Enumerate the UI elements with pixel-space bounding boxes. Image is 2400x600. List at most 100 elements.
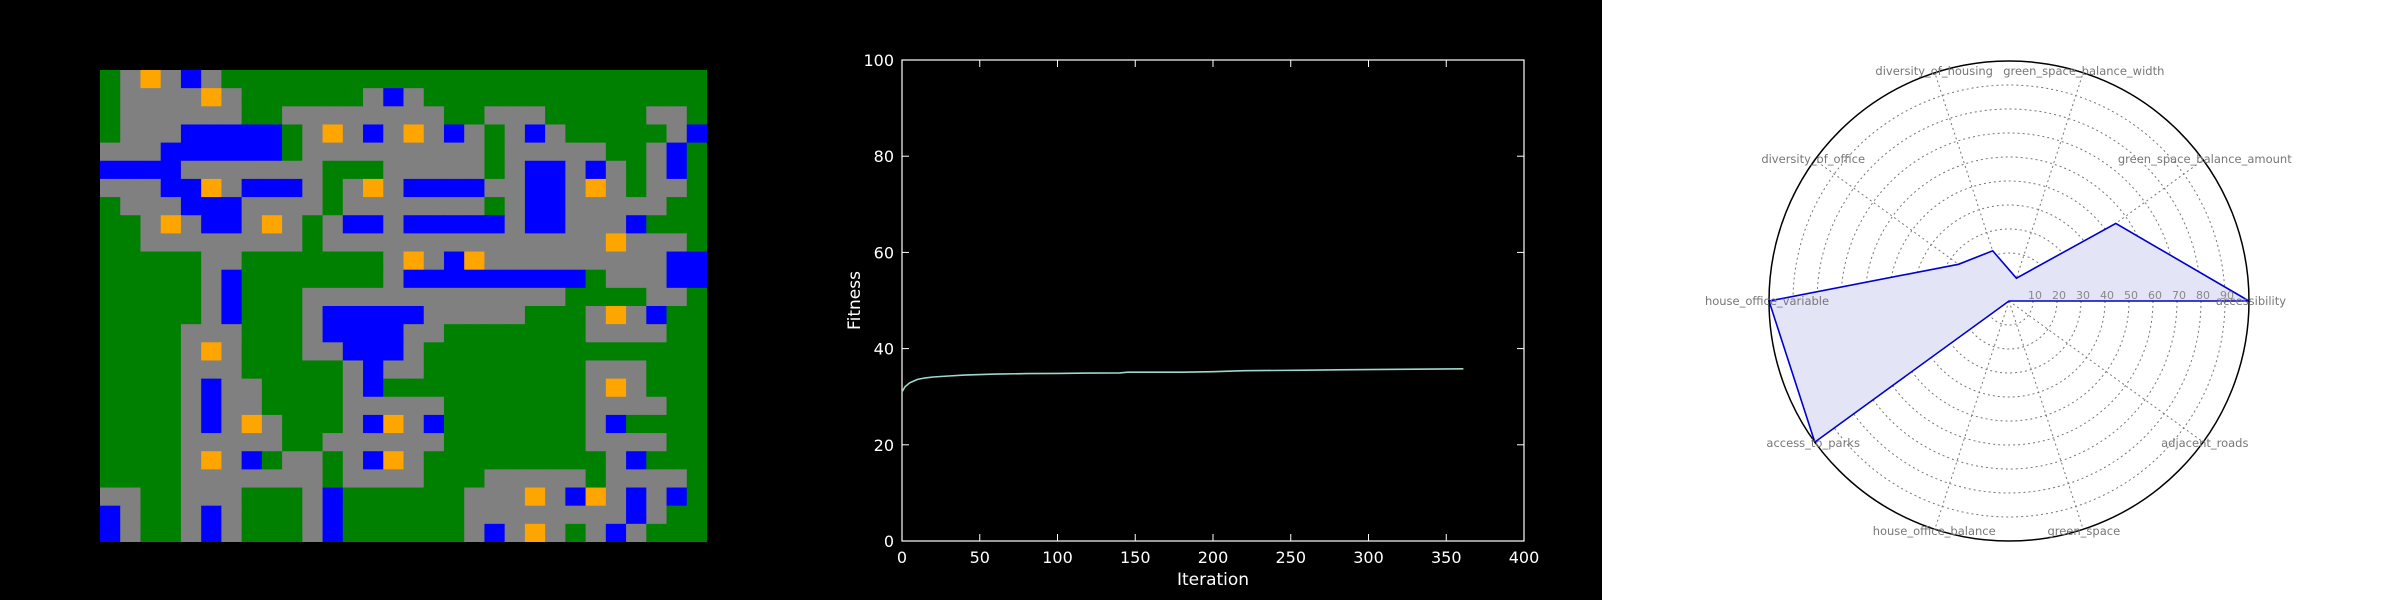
road-cell: [160, 106, 182, 126]
green-space-cell: [545, 88, 566, 107]
green-space-cell: [646, 378, 668, 398]
green-space-cell: [545, 360, 566, 380]
green-space-cell: [423, 523, 445, 542]
green-space-cell: [666, 451, 688, 470]
road-cell: [120, 505, 142, 525]
road-cell: [221, 106, 243, 126]
green-space-cell: [160, 378, 182, 398]
office-cell: [403, 269, 425, 289]
green-space-cell: [484, 433, 506, 452]
road-cell: [261, 414, 283, 434]
green-space-cell: [585, 70, 607, 89]
road-cell: [585, 142, 607, 162]
road-cell: [504, 523, 526, 542]
green-space-cell: [100, 251, 121, 271]
green-space-cell: [524, 70, 546, 89]
green-space-cell: [686, 360, 707, 380]
x-tick-label: 100: [1042, 548, 1073, 567]
road-cell: [423, 160, 445, 180]
green-space-cell: [160, 269, 182, 289]
office-cell: [605, 414, 627, 434]
office-cell: [585, 160, 607, 180]
x-tick-label: 200: [1198, 548, 1229, 567]
green-space-cell: [686, 433, 707, 452]
road-cell: [524, 251, 546, 271]
green-space-cell: [160, 251, 182, 271]
green-space-cell: [241, 106, 263, 126]
road-cell: [201, 487, 222, 507]
road-cell: [605, 433, 627, 452]
road-cell: [140, 106, 162, 126]
road-cell: [180, 414, 202, 434]
radar-axis-label: green_space_balance_amount: [2118, 152, 2292, 166]
green-space-cell: [545, 451, 566, 470]
y-tick-label: 80: [874, 147, 894, 166]
road-cell: [302, 487, 324, 507]
office-cell: [464, 178, 486, 198]
green-space-cell: [646, 451, 668, 470]
road-cell: [282, 215, 303, 234]
green-space-cell: [282, 324, 303, 343]
road-cell: [120, 70, 142, 89]
road-cell: [322, 215, 344, 234]
office-cell: [241, 451, 263, 470]
green-space-cell: [565, 306, 587, 325]
green-space-cell: [585, 287, 607, 307]
office-cell: [363, 414, 384, 434]
road-cell: [342, 178, 364, 198]
road-cell: [626, 251, 647, 271]
green-space-cell: [464, 433, 486, 452]
road-cell: [423, 306, 445, 325]
green-space-cell: [302, 378, 324, 398]
road-cell: [605, 215, 627, 234]
road-cell: [443, 197, 465, 216]
road-cell: [282, 106, 303, 126]
road-cell: [120, 197, 142, 216]
green-space-cell: [160, 396, 182, 416]
green-space-cell: [100, 324, 121, 343]
road-cell: [585, 433, 607, 452]
road-cell: [180, 342, 202, 362]
office-cell: [221, 269, 243, 289]
radar-axis-label: access_to_parks: [1766, 436, 1860, 450]
green-space-cell: [524, 324, 546, 343]
road-cell: [383, 178, 405, 198]
green-space-cell: [646, 342, 668, 362]
road-cell: [241, 197, 263, 216]
office-cell: [100, 505, 121, 525]
office-cell: [221, 142, 243, 162]
office-cell: [626, 487, 647, 507]
green-space-cell: [686, 487, 707, 507]
green-space-cell: [686, 505, 707, 525]
road-cell: [201, 287, 222, 307]
radar-outer-circle: [1768, 60, 2250, 542]
office-cell: [221, 215, 243, 234]
green-space-cell: [666, 378, 688, 398]
house-cell: [201, 178, 222, 198]
y-tick-label: 40: [874, 340, 894, 359]
green-space-cell: [545, 414, 566, 434]
road-cell: [201, 233, 222, 253]
green-space-cell: [545, 342, 566, 362]
office-cell: [241, 124, 263, 144]
road-cell: [282, 451, 303, 470]
road-cell: [403, 342, 425, 362]
road-cell: [241, 378, 263, 398]
road-cell: [464, 142, 486, 162]
green-space-cell: [443, 414, 465, 434]
green-space-cell: [302, 433, 324, 452]
road-cell: [221, 505, 243, 525]
green-space-cell: [565, 70, 587, 89]
office-cell: [363, 324, 384, 343]
green-space-cell: [464, 469, 486, 489]
green-space-cell: [342, 487, 364, 507]
green-space-cell: [100, 70, 121, 89]
road-cell: [545, 251, 566, 271]
green-space-cell: [443, 360, 465, 380]
road-cell: [342, 197, 364, 216]
green-space-cell: [605, 106, 627, 126]
road-cell: [545, 505, 566, 525]
green-space-cell: [443, 523, 465, 542]
green-space-cell: [464, 342, 486, 362]
